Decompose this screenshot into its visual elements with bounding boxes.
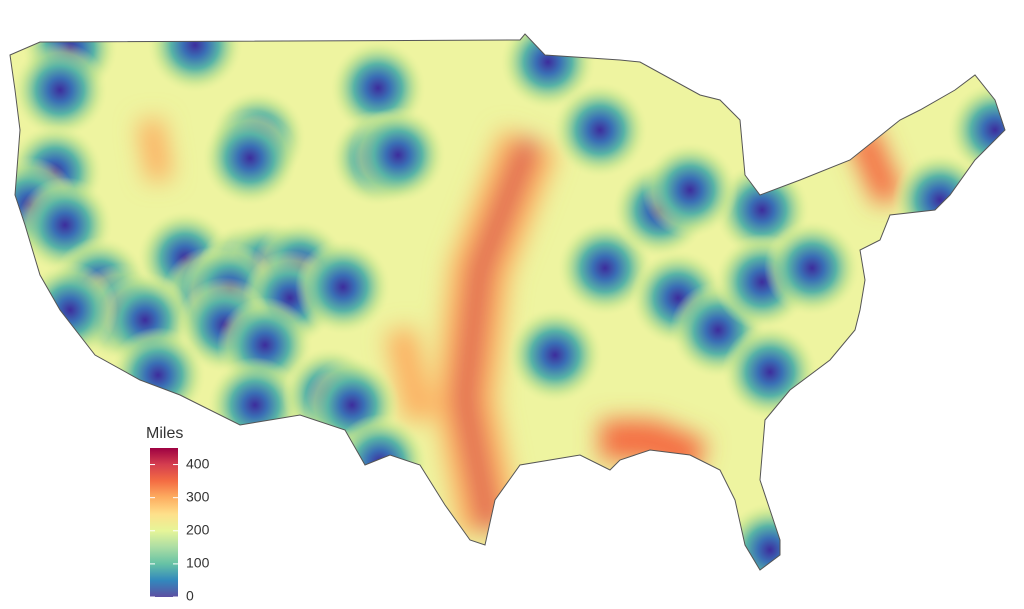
tick-label: 200	[186, 521, 210, 537]
legend: Miles 0 100 200 300 400	[146, 425, 210, 603]
tick-label: 300	[186, 488, 210, 504]
color-bar	[150, 448, 178, 597]
tick-label: 400	[186, 455, 210, 471]
legend-title: Miles	[146, 425, 183, 442]
tick-label: 100	[186, 555, 210, 571]
tick-label: 0	[186, 588, 194, 604]
